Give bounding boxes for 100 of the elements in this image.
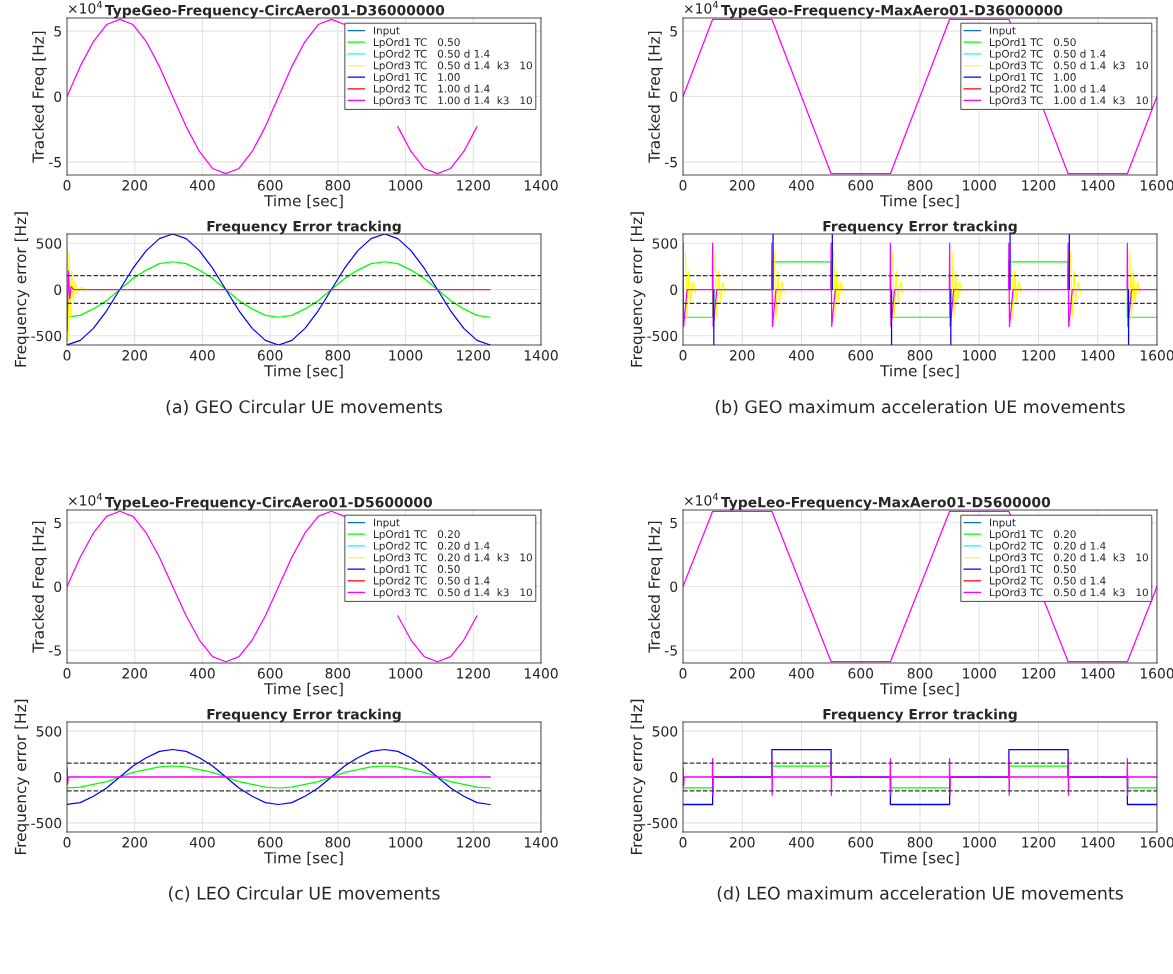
legend-label: LpOrd2 TC 1.00 d 1.4 (990, 84, 1106, 95)
chart-title: TypeLeo-Frequency-CircAero01-D5600000 (104, 496, 432, 511)
legend-label: LpOrd2 TC 0.50 d 1.4 (990, 576, 1106, 587)
x-tick-label: 400 (189, 837, 215, 848)
x-tick-label: 1000 (389, 668, 423, 679)
legend-label: LpOrd1 TC 0.20 (374, 529, 460, 541)
x-tick-label: 1400 (524, 180, 558, 191)
legend-label: LpOrd3 TC 0.50 d 1.4 k3 10 (374, 61, 532, 72)
x-tick-label: 800 (907, 350, 933, 361)
x-tick-label: 200 (730, 668, 755, 679)
y-axis-title: Tracked Freq [Hz] (32, 31, 47, 163)
chart-title: TypeGeo-Frequency-MaxAero01-D36000000 (720, 4, 1063, 19)
legend-label: LpOrd2 TC 0.50 d 1.4 (990, 49, 1106, 60)
y-tick-label: 0 (54, 581, 62, 592)
x-tick-label: 200 (730, 837, 755, 848)
y-tick-label: 0 (54, 284, 62, 295)
x-tick-label: 1200 (457, 837, 491, 848)
x-tick-label: 1200 (457, 350, 491, 361)
x-tick-label: 600 (848, 180, 874, 191)
text: ×10$^{4}$ (684, 1, 719, 14)
x-tick-label: 0 (63, 180, 71, 191)
y-tick-label: 0 (670, 771, 678, 783)
legend-label: LpOrd1 TC 1.00 (374, 72, 460, 83)
legend-label: Input (374, 518, 400, 529)
y-axis-title: Tracked Freq [Hz] (648, 521, 663, 653)
x-tick-label: 400 (189, 668, 215, 679)
y-tick-label: -5 (664, 157, 677, 168)
x-axis-title: Time [sec] (880, 682, 959, 697)
y-tick-label: 5 (670, 26, 677, 37)
x-tick-label: 200 (122, 837, 148, 848)
x-tick-label: 600 (848, 668, 874, 679)
legend-label: Input (990, 26, 1016, 37)
x-tick-label: 800 (325, 837, 351, 848)
legend-label: LpOrd3 TC 1.00 d 1.4 k3 10 (990, 96, 1148, 107)
x-tick-label: 1000 (389, 837, 423, 848)
x-tick-label: 800 (907, 180, 933, 191)
y-tick-label: 5 (54, 26, 61, 37)
x-tick-label: 600 (257, 180, 283, 191)
legend-label: LpOrd3 TC 0.20 d 1.4 k3 10 (990, 553, 1148, 564)
x-axis-title: Time [sec] (880, 194, 959, 209)
x-tick-label: 800 (325, 350, 351, 361)
y-tick-label: 500 (36, 238, 62, 249)
chart-title: Frequency Error tracking (207, 220, 401, 235)
legend-label: LpOrd1 TC 0.50 (374, 37, 460, 49)
y-tick-label: -5 (664, 645, 677, 656)
y-tick-label: 0 (54, 91, 62, 102)
x-tick-label: 1400 (524, 668, 558, 679)
legend-label: LpOrd3 TC 1.00 d 1.4 k3 10 (374, 96, 532, 107)
y-tick-label: 0 (54, 771, 62, 783)
x-tick-label: 200 (730, 180, 755, 191)
x-tick-label: 1000 (963, 668, 996, 679)
y-tick-label: 5 (54, 517, 61, 529)
x-tick-label: 1200 (457, 668, 491, 679)
x-tick-label: 1200 (1022, 837, 1056, 848)
chart-title: Frequency Error tracking (823, 708, 1017, 723)
x-tick-label: 1400 (524, 837, 558, 848)
x-tick-label: 1200 (457, 180, 491, 191)
legend-label: LpOrd1 TC 0.50 (374, 564, 460, 575)
y-axis-title: Frequency error [Hz] (630, 699, 646, 855)
x-tick-label: 800 (325, 668, 351, 679)
y-tick-label: 0 (670, 581, 678, 592)
legend-label: LpOrd1 TC 0.50 (990, 37, 1076, 49)
legend-label: LpOrd2 TC 0.50 d 1.4 (374, 49, 490, 60)
x-tick-label: 1400 (524, 350, 558, 361)
x-axis-title: Time [sec] (880, 364, 959, 379)
x-axis-title: Time [sec] (264, 364, 343, 379)
x-tick-label: 1000 (389, 180, 423, 191)
x-tick-label: 800 (325, 180, 351, 191)
legend-label: Input (374, 26, 400, 37)
y-tick-label: -500 (647, 817, 678, 829)
x-tick-label: 1400 (1081, 350, 1115, 361)
text: ×10$^{4}$ (68, 493, 103, 506)
y-axis-title: Tracked Freq [Hz] (32, 521, 47, 653)
x-tick-label: 1600 (1140, 837, 1173, 848)
legend-label: LpOrd3 TC 0.50 d 1.4 k3 10 (990, 588, 1148, 599)
x-tick-label: 400 (189, 180, 215, 191)
y-tick-label: 500 (652, 726, 678, 737)
x-tick-label: 0 (63, 668, 71, 679)
text: ×10$^{4}$ (684, 493, 719, 506)
x-tick-label: 1400 (1081, 668, 1115, 679)
x-tick-label: 0 (63, 837, 71, 848)
x-tick-label: 600 (257, 668, 283, 679)
text: (b) GEO maximum acceleration UE movements (715, 399, 1125, 416)
legend-label: LpOrd2 TC 0.20 d 1.4 (990, 541, 1106, 552)
text: (d) LEO maximum acceleration UE movements (717, 886, 1123, 902)
y-axis-title: Frequency error [Hz] (14, 212, 30, 367)
y-tick-label: -500 (647, 330, 678, 342)
x-tick-label: 1000 (963, 350, 996, 361)
chart-title: Frequency Error tracking (823, 220, 1017, 235)
y-tick-label: 500 (36, 726, 62, 737)
x-tick-label: 0 (679, 350, 687, 361)
x-tick-label: 400 (189, 350, 215, 361)
x-tick-label: 0 (679, 180, 687, 191)
chart-title: TypeLeo-Frequency-MaxAero01-D5600000 (720, 496, 1051, 511)
x-tick-label: 600 (848, 350, 874, 361)
x-tick-label: 1200 (1022, 668, 1056, 679)
x-tick-label: 1000 (963, 180, 996, 191)
chart-title: Frequency Error tracking (207, 708, 401, 723)
y-tick-label: -500 (31, 817, 62, 829)
legend-label: LpOrd3 TC 0.20 d 1.4 k3 10 (374, 553, 532, 564)
